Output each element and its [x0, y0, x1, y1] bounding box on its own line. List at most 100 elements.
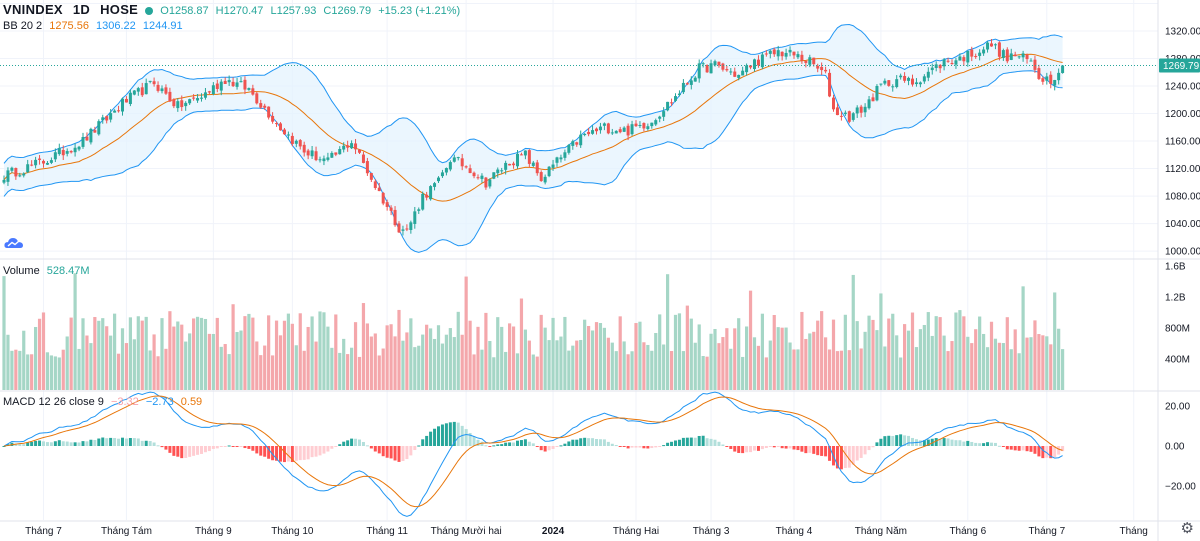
candle-body — [891, 86, 895, 88]
macd-histogram-bar — [109, 437, 113, 446]
candle-body — [662, 111, 666, 117]
month-tick-label: Tháng 6 — [949, 526, 986, 537]
volume-tick-label: 1.6B — [1165, 262, 1186, 273]
volume-bar — [867, 315, 871, 390]
volume-bar — [41, 312, 46, 390]
candle-body — [437, 177, 440, 182]
volume-bar — [353, 322, 358, 390]
volume-bar — [571, 345, 575, 390]
volume-bar — [539, 314, 543, 390]
volume-bar — [109, 335, 113, 390]
volume-bar — [180, 324, 184, 390]
macd-histogram-bar — [555, 446, 559, 447]
macd-histogram-bar — [587, 438, 591, 446]
candle-body — [630, 124, 634, 135]
candle-body — [970, 49, 974, 57]
candle-body — [53, 152, 57, 160]
macd-histogram-bar — [440, 424, 444, 446]
macd-histogram-bar — [239, 446, 243, 447]
gear-icon[interactable]: ⚙ — [1180, 520, 1194, 537]
candle-body — [433, 183, 437, 187]
macd-histogram-bar — [484, 445, 488, 447]
macd-histogram-bar — [737, 446, 741, 453]
macd-histogram-bar — [156, 445, 160, 447]
volume-bar — [298, 313, 302, 390]
macd-histogram-bar — [918, 440, 922, 446]
candle-body — [918, 82, 922, 85]
volume-bar — [508, 323, 512, 390]
volume-bar — [760, 313, 764, 390]
macd-histogram-bar — [622, 446, 626, 447]
macd-histogram-bar — [433, 428, 437, 446]
volume-bar — [306, 326, 310, 390]
macd-legend[interactable]: MACD 12 26 close 9 −3.32 −2.73 0.59 — [3, 396, 206, 408]
month-tick-label: Tháng 11 — [366, 526, 408, 537]
candle-body — [500, 170, 504, 172]
macd-histogram-bar — [89, 439, 93, 446]
macd-histogram-bar — [342, 441, 346, 446]
volume-bar — [247, 313, 251, 390]
macd-histogram-bar — [792, 446, 796, 450]
candle-body — [954, 60, 958, 65]
candle-body — [903, 75, 907, 81]
candle-body — [65, 151, 69, 154]
macd-histogram-bar — [986, 442, 990, 446]
volume-bar — [93, 317, 97, 390]
volume-bar — [1033, 320, 1037, 390]
bb-legend[interactable]: BB 20 2 1275.56 1306.22 1244.91 — [3, 20, 187, 32]
volume-bar — [326, 326, 330, 390]
candle-body — [200, 97, 203, 99]
macd-histogram-bar — [828, 446, 832, 461]
macd-histogram-bar — [523, 439, 527, 446]
macd-histogram-bar — [361, 441, 365, 446]
candle-body — [338, 149, 342, 155]
candle-body — [464, 166, 468, 168]
candle-body — [982, 49, 986, 54]
volume-bar — [282, 320, 287, 390]
macd-histogram-bar — [630, 446, 634, 448]
macd-histogram-bar — [93, 439, 97, 446]
candle-body — [425, 194, 429, 198]
volume-bar — [350, 347, 354, 390]
candle-body — [725, 69, 729, 71]
candle-body — [235, 82, 239, 87]
volume-bar — [211, 333, 215, 390]
macd-histogram-bar — [839, 446, 843, 470]
macd-histogram-bar — [452, 421, 456, 446]
macd-histogram-bar — [263, 446, 267, 457]
volume-bar — [946, 351, 950, 390]
macd-histogram-bar — [472, 436, 476, 446]
candle-body — [1057, 72, 1061, 81]
exchange-label: HOSE — [100, 2, 139, 17]
symbol-name[interactable]: VNINDEX — [3, 2, 63, 17]
volume-bar — [472, 354, 476, 390]
macd-histogram-bar — [1057, 446, 1061, 455]
candle-body — [472, 172, 476, 177]
candle-body — [835, 107, 839, 116]
candle-body — [851, 113, 855, 120]
tradingview-cloud-icon[interactable] — [4, 235, 24, 251]
volume-bar — [1049, 344, 1053, 390]
macd-histogram-bar — [804, 446, 808, 454]
macd-histogram-bar — [128, 438, 132, 446]
volume-bar — [156, 356, 160, 390]
macd-histogram-bar — [200, 446, 203, 454]
candle-body — [516, 153, 519, 167]
volume-bar — [417, 345, 421, 390]
volume-bar — [1017, 353, 1021, 390]
volume-legend[interactable]: Volume 528.47M — [3, 265, 94, 277]
volume-bar — [401, 340, 405, 390]
candle-body — [855, 107, 859, 114]
candle-body — [512, 163, 516, 166]
volume-bar — [748, 290, 753, 390]
month-tick-label: Tháng 4 — [776, 526, 813, 537]
candle-body — [634, 123, 638, 127]
interval-label[interactable]: 1D — [72, 2, 91, 17]
macd-histogram-bar — [30, 441, 34, 446]
volume-bar — [693, 342, 697, 390]
macd-signal-value: 0.59 — [180, 396, 203, 408]
volume-bar — [966, 336, 970, 390]
candle-body — [219, 81, 223, 91]
volume-bar — [290, 323, 294, 390]
